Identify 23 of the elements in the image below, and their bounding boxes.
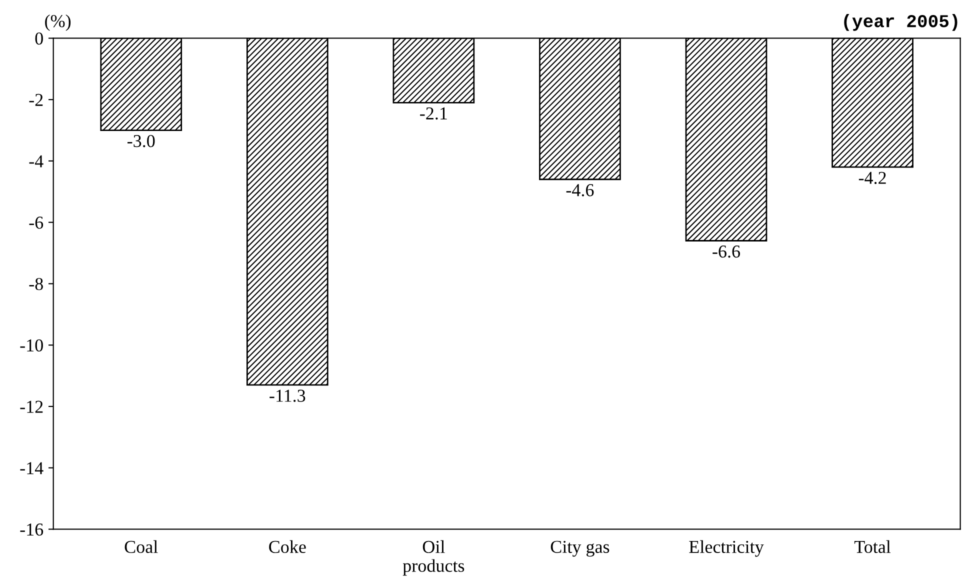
data-label: -11.3 xyxy=(270,390,306,402)
data-label: -2.1 xyxy=(420,107,447,120)
x-tick-label: Electricity xyxy=(689,540,764,557)
text: (year 2005) xyxy=(844,14,958,31)
y-tick-label: -16 xyxy=(20,524,44,536)
y-tick-label: 0 xyxy=(35,32,43,45)
data-label: -6.6 xyxy=(712,245,740,258)
data-label: -3.0 xyxy=(128,134,155,148)
x-tick-label: Coke xyxy=(269,540,306,554)
y-tick-label: -8 xyxy=(29,278,43,290)
y-tick-label: -2 xyxy=(29,94,43,106)
y-tick-label: -4 xyxy=(29,155,44,168)
x-tick-label: Coal xyxy=(124,540,158,554)
data-label: -4.2 xyxy=(858,172,886,184)
y-tick-label: -12 xyxy=(20,400,43,413)
x-tick-label: Oil products xyxy=(402,540,464,576)
x-tick-label: Total xyxy=(854,540,891,554)
y-tick-label: -10 xyxy=(20,339,43,352)
y-tick-label: -14 xyxy=(20,462,44,474)
y-axis-title: (%) xyxy=(45,14,71,31)
data-label: -4.6 xyxy=(566,184,594,196)
x-tick-label: City gas xyxy=(550,540,610,557)
y-tick-label: -6 xyxy=(29,216,44,229)
